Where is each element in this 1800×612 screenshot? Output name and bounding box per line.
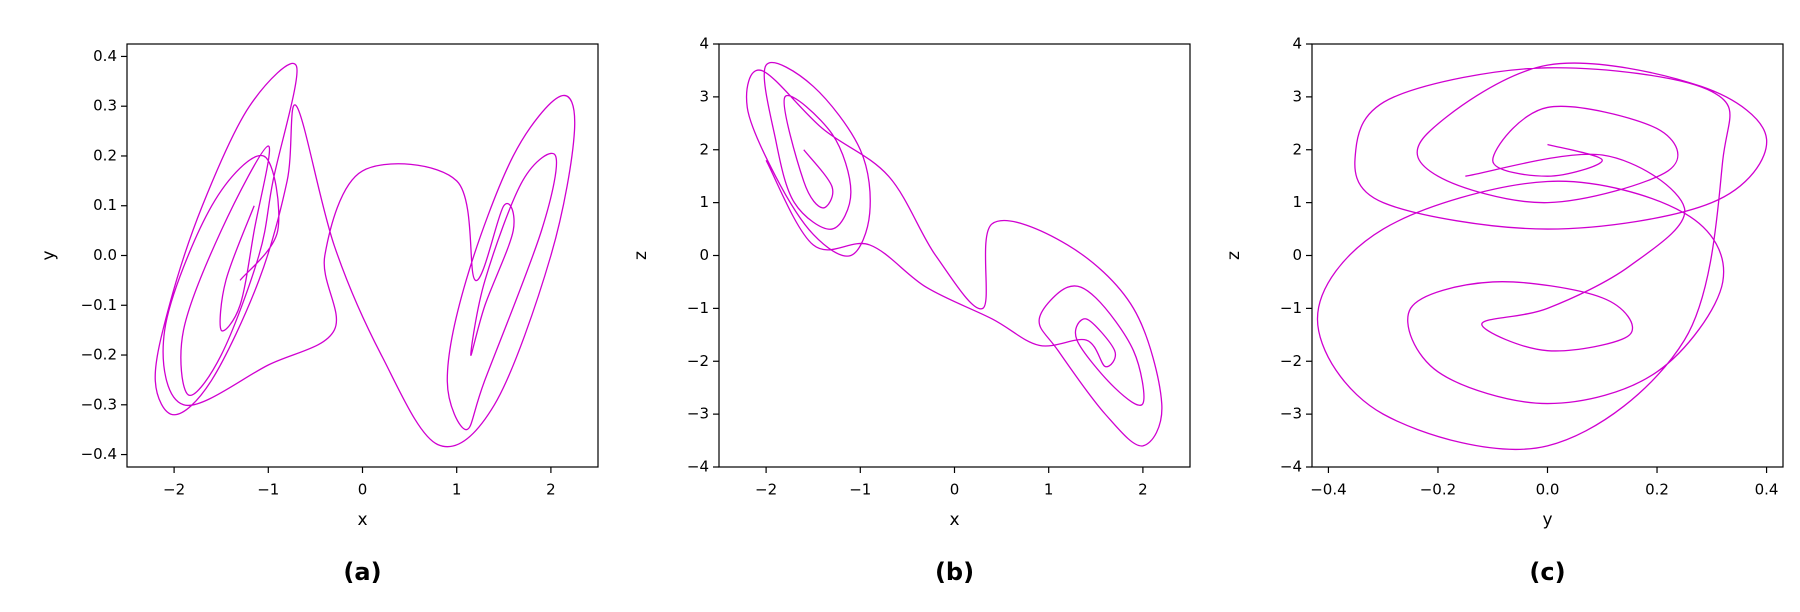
x-tick-label: 1 [1044,481,1054,499]
panel-label: (c) [1529,558,1565,586]
x-tick-label: 0.4 [1755,481,1779,499]
x-tick-label: 1 [452,481,462,499]
y-tick-label: 0 [699,246,709,264]
y-tick-label: 2 [699,140,709,158]
panel-label: (a) [343,558,381,586]
y-tick-label: −0.1 [81,296,117,314]
y-tick-label: −4 [687,458,709,476]
x-axis-label: x [949,510,959,530]
y-tick-label: 2 [1292,140,1302,158]
y-axis-label: y [39,250,59,260]
x-axis-label: y [1542,510,1552,530]
x-tick-label: 0.2 [1645,481,1669,499]
y-tick-label: 3 [699,87,709,105]
y-tick-label: −1 [687,299,709,317]
y-tick-label: −2 [687,352,709,370]
y-tick-label: −4 [1280,458,1302,476]
y-tick-label: 0.0 [93,246,117,264]
y-axis-label: z [631,251,651,260]
y-tick-label: −1 [1280,299,1302,317]
x-tick-label: 2 [1138,481,1148,499]
y-tick-label: −0.3 [81,395,117,413]
y-tick-label: −0.2 [81,346,117,364]
y-tick-label: −3 [1280,405,1302,423]
y-tick-label: −2 [1280,352,1302,370]
y-tick-label: 1 [699,193,709,211]
x-axis-label: x [357,510,367,530]
trajectory [746,62,1163,447]
y-tick-label: 0.1 [93,196,117,214]
y-tick-label: 3 [1292,87,1302,105]
y-tick-label: 0 [1292,246,1302,264]
y-axis-label: z [1224,251,1244,260]
y-tick-label: 4 [1292,35,1302,53]
x-tick-label: −2 [755,481,777,499]
x-tick-label: 0.0 [1536,481,1560,499]
y-tick-label: −3 [687,405,709,423]
y-tick-label: 1 [1292,193,1302,211]
trajectory [154,62,576,448]
y-tick-label: 0.2 [93,146,117,164]
y-tick-label: 0.4 [93,47,117,65]
x-tick-label: −1 [849,481,871,499]
y-tick-label: 4 [699,35,709,53]
x-tick-label: 2 [546,481,556,499]
x-tick-label: −0.4 [1310,481,1346,499]
x-tick-label: −1 [257,481,279,499]
trajectory [1316,62,1768,450]
x-tick-label: 0 [950,481,960,499]
panel-label: (b) [935,558,974,586]
y-tick-label: 0.3 [93,97,117,115]
x-tick-label: −2 [163,481,185,499]
x-tick-label: 0 [358,481,368,499]
x-tick-label: −0.2 [1420,481,1456,499]
axes-frame [718,43,1191,468]
y-tick-label: −0.4 [81,445,117,463]
